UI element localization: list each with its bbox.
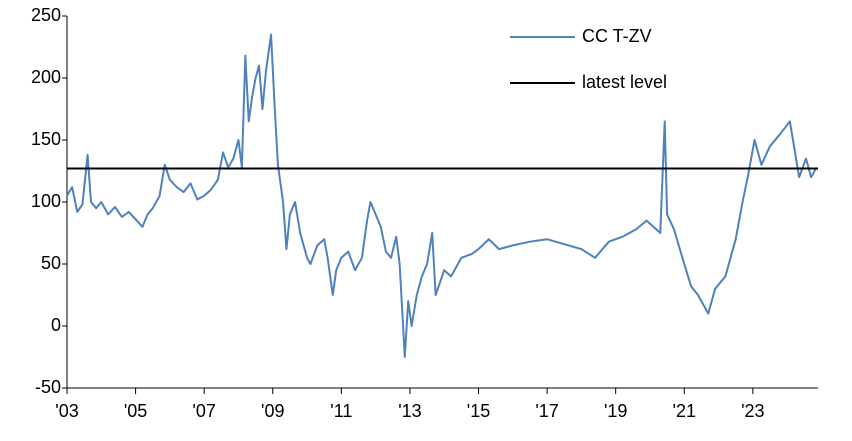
x-tick-label: '23 (741, 401, 764, 421)
data-line (66, 33, 817, 358)
legend-label: CC T-ZV (582, 26, 652, 46)
x-tick-label: '17 (535, 401, 558, 421)
y-tick-label: 250 (31, 5, 61, 25)
x-tick-label: '15 (467, 401, 490, 421)
x-tick-label: '05 (124, 401, 147, 421)
y-tick-label: 0 (51, 315, 61, 335)
y-tick-label: 150 (31, 129, 61, 149)
x-tick-label: '21 (673, 401, 696, 421)
y-tick-label: 100 (31, 191, 61, 211)
legend-label: latest level (582, 72, 667, 92)
y-tick-label: 200 (31, 67, 61, 87)
y-tick-label: -50 (35, 377, 61, 397)
x-tick-label: '07 (192, 401, 215, 421)
y-tick-label: 50 (41, 253, 61, 273)
x-tick-label: '03 (55, 401, 78, 421)
x-tick-label: '09 (261, 401, 284, 421)
x-tick-label: '19 (604, 401, 627, 421)
x-tick-label: '11 (330, 401, 352, 421)
x-tick-label: '13 (398, 401, 421, 421)
